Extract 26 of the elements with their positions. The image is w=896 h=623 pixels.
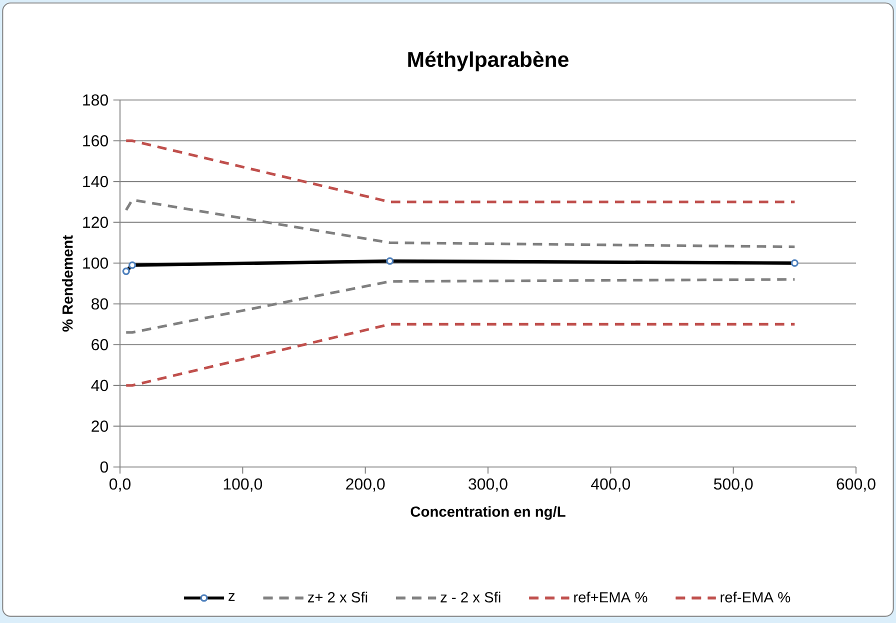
x-tick-label: 500,0 [714,478,753,492]
y-tick-label: 20 [92,420,108,432]
x-tick-label: 0,0 [110,478,131,492]
y-tick-label: 40 [91,380,108,392]
x-tick-label: 200,0 [346,478,385,492]
x-tick-label: 100,0 [224,478,262,492]
y-tick-label: 160 [83,135,108,146]
y-tick-label: 80 [92,298,108,310]
legend-label: ref+EMA % [574,592,648,602]
chart-title: Méthylparabène [408,51,568,72]
y-tick-label: 140 [83,176,108,188]
y-axis-title: % Rendement [62,235,73,332]
y-tick-label: 60 [92,338,108,350]
legend-label: z - 2 x Sfi [440,592,500,602]
legend-label: z+ 2 x Sfi [308,592,368,602]
x-tick-label: 600,0 [836,478,876,492]
y-tick-label: 180 [83,94,108,106]
line-series [124,198,796,248]
x-axis-title: Concentration en ng/L [410,506,566,520]
y-tick-label: 100 [83,257,108,269]
legend-label: z [228,593,235,601]
y-tick-label: 0 [100,461,108,473]
legend-label: ref-EMA % [720,592,790,602]
x-tick-label: 300,0 [468,478,508,492]
x-tick-label: 400,0 [591,478,630,492]
y-tick-label: 120 [83,216,108,228]
